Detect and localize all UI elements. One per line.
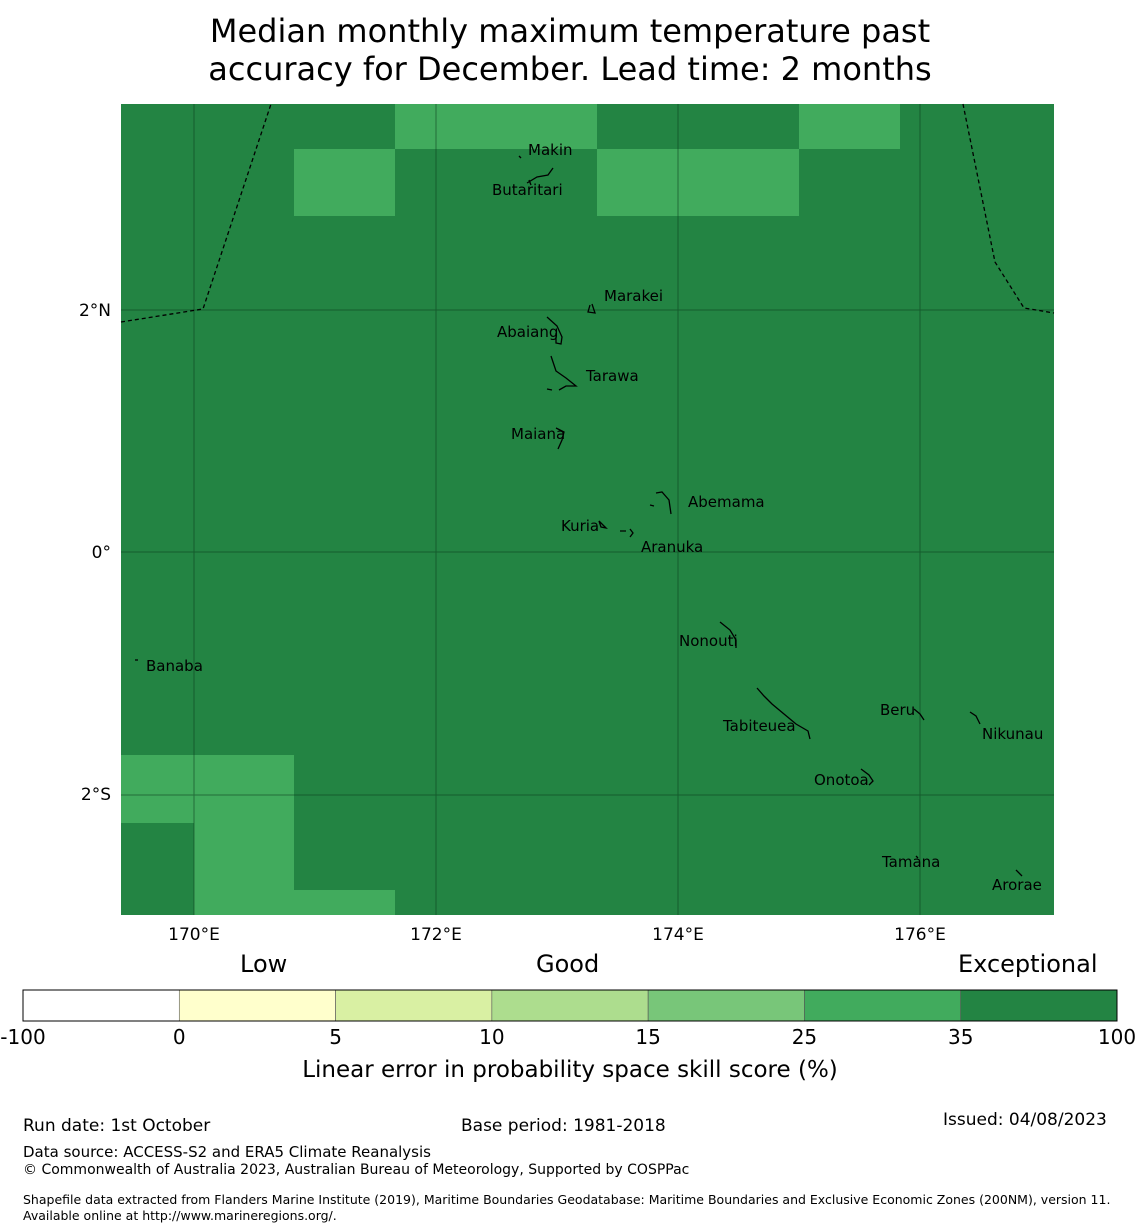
island-label-banaba: Banaba xyxy=(146,657,203,675)
category-good: Good xyxy=(536,950,600,978)
island-label-butaritari: Butaritari xyxy=(492,181,563,199)
island-outline-abemama xyxy=(649,491,672,515)
lat-tick-2n: 2°N xyxy=(79,301,111,321)
title-line-1: Median monthly maximum temperature past xyxy=(209,12,931,50)
colorbar-label: Linear error in probability space skill … xyxy=(302,1057,838,1083)
colorbar-tick-5: 25 xyxy=(792,1025,817,1049)
skill-patch xyxy=(294,890,395,915)
colorbar-tick-6: 35 xyxy=(948,1025,973,1049)
island-outline-tabiteuea xyxy=(756,687,811,740)
island-outline-nikunau xyxy=(969,711,981,725)
colorbar-bin-3 xyxy=(491,989,649,1022)
island-outline-tarawa xyxy=(546,355,578,391)
colorbar: -100 0 5 10 15 25 35 100 Linear error in probab… xyxy=(0,989,1136,1083)
island-label-maiana: Maiana xyxy=(511,425,565,443)
island-label-arorae: Arorae xyxy=(992,876,1042,894)
lon-tick-172e: 172°E xyxy=(410,925,462,945)
island-outline-onotoa xyxy=(860,768,874,786)
island-label-abemama: Abemama xyxy=(688,493,765,511)
island-label-marakei: Marakei xyxy=(604,287,663,305)
island-outline-kuria xyxy=(598,520,608,530)
skill-patch xyxy=(294,149,395,216)
colorbar-tick-4: 15 xyxy=(635,1025,660,1049)
skill-patch xyxy=(121,755,294,823)
island-label-tamana: Tamana xyxy=(881,853,940,871)
colorbar-bin-5 xyxy=(804,989,962,1022)
island-label-aranuka: Aranuka xyxy=(641,538,703,556)
island-label-nikunau: Nikunau xyxy=(982,725,1043,743)
island-outline-aranuka xyxy=(620,528,634,538)
issued-date: Issued: 04/08/2023 xyxy=(943,1110,1107,1130)
colorbar-tick-0: -100 xyxy=(0,1025,45,1049)
lon-tick-174e: 174°E xyxy=(652,925,704,945)
island-label-tabiteuea: Tabiteuea xyxy=(722,717,796,735)
lat-tick-0: 0° xyxy=(92,543,111,563)
skill-map: Makin Butaritari Marakei Abaiang Tarawa … xyxy=(79,103,1055,945)
lon-tick-170e: 170°E xyxy=(168,925,220,945)
island-label-nonouti: Nonouti xyxy=(679,632,738,650)
base-period: Base period: 1981-2018 xyxy=(461,1116,666,1136)
skill-patch xyxy=(597,149,799,216)
skill-patch xyxy=(799,104,900,149)
lon-tick-176e: 176°E xyxy=(894,925,946,945)
colorbar-tick-1: 0 xyxy=(173,1025,186,1049)
skill-patch xyxy=(395,104,597,149)
colorbar-tick-3: 10 xyxy=(479,1025,504,1049)
island-outline-abaiang xyxy=(546,316,563,345)
title-line-2: accuracy for December. Lead time: 2 mont… xyxy=(208,50,932,88)
eez-boundary-west xyxy=(120,103,272,323)
category-low: Low xyxy=(240,950,288,978)
island-label-onotoa: Onotoa xyxy=(814,771,869,789)
island-outline-butaritari xyxy=(526,167,554,186)
category-exceptional: Exceptional xyxy=(958,950,1098,978)
island-label-kuria: Kuria xyxy=(561,517,599,535)
island-outline-marakei xyxy=(587,303,596,314)
colorbar-bin-1 xyxy=(178,989,336,1022)
island-label-makin: Makin xyxy=(528,141,573,159)
colorbar-bin-6 xyxy=(960,989,1118,1022)
island-outline-maiana xyxy=(555,427,565,450)
island-outline-makin xyxy=(518,155,522,159)
copyright: © Commonwealth of Australia 2023, Austra… xyxy=(23,1162,690,1178)
shapefile-credit: Shapefile data extracted from Flanders M… xyxy=(23,1192,1111,1223)
island-outline-arorae xyxy=(1015,869,1023,877)
island-label-tarawa: Tarawa xyxy=(585,367,639,385)
colorbar-tick-7: 100 xyxy=(1098,1025,1136,1049)
colorbar-bin-0 xyxy=(22,989,180,1022)
island-outline-nonouti xyxy=(719,621,737,648)
lat-tick-2s: 2°S xyxy=(81,785,111,805)
island-outline-tamana xyxy=(915,855,919,859)
colorbar-frame xyxy=(22,989,1118,1022)
island-label-beru: Beru xyxy=(880,701,915,719)
island-label-abaiang: Abaiang xyxy=(497,323,558,341)
colorbar-tick-2: 5 xyxy=(329,1025,342,1049)
colorbar-bin-4 xyxy=(647,989,805,1022)
eez-boundary-east xyxy=(962,103,1055,314)
skill-patch xyxy=(194,823,294,915)
run-date: Run date: 1st October xyxy=(23,1116,211,1136)
data-source: Data source: ACCESS-S2 and ERA5 Climate … xyxy=(23,1143,431,1161)
island-outline-beru xyxy=(913,708,925,721)
colorbar-bin-2 xyxy=(335,989,493,1022)
